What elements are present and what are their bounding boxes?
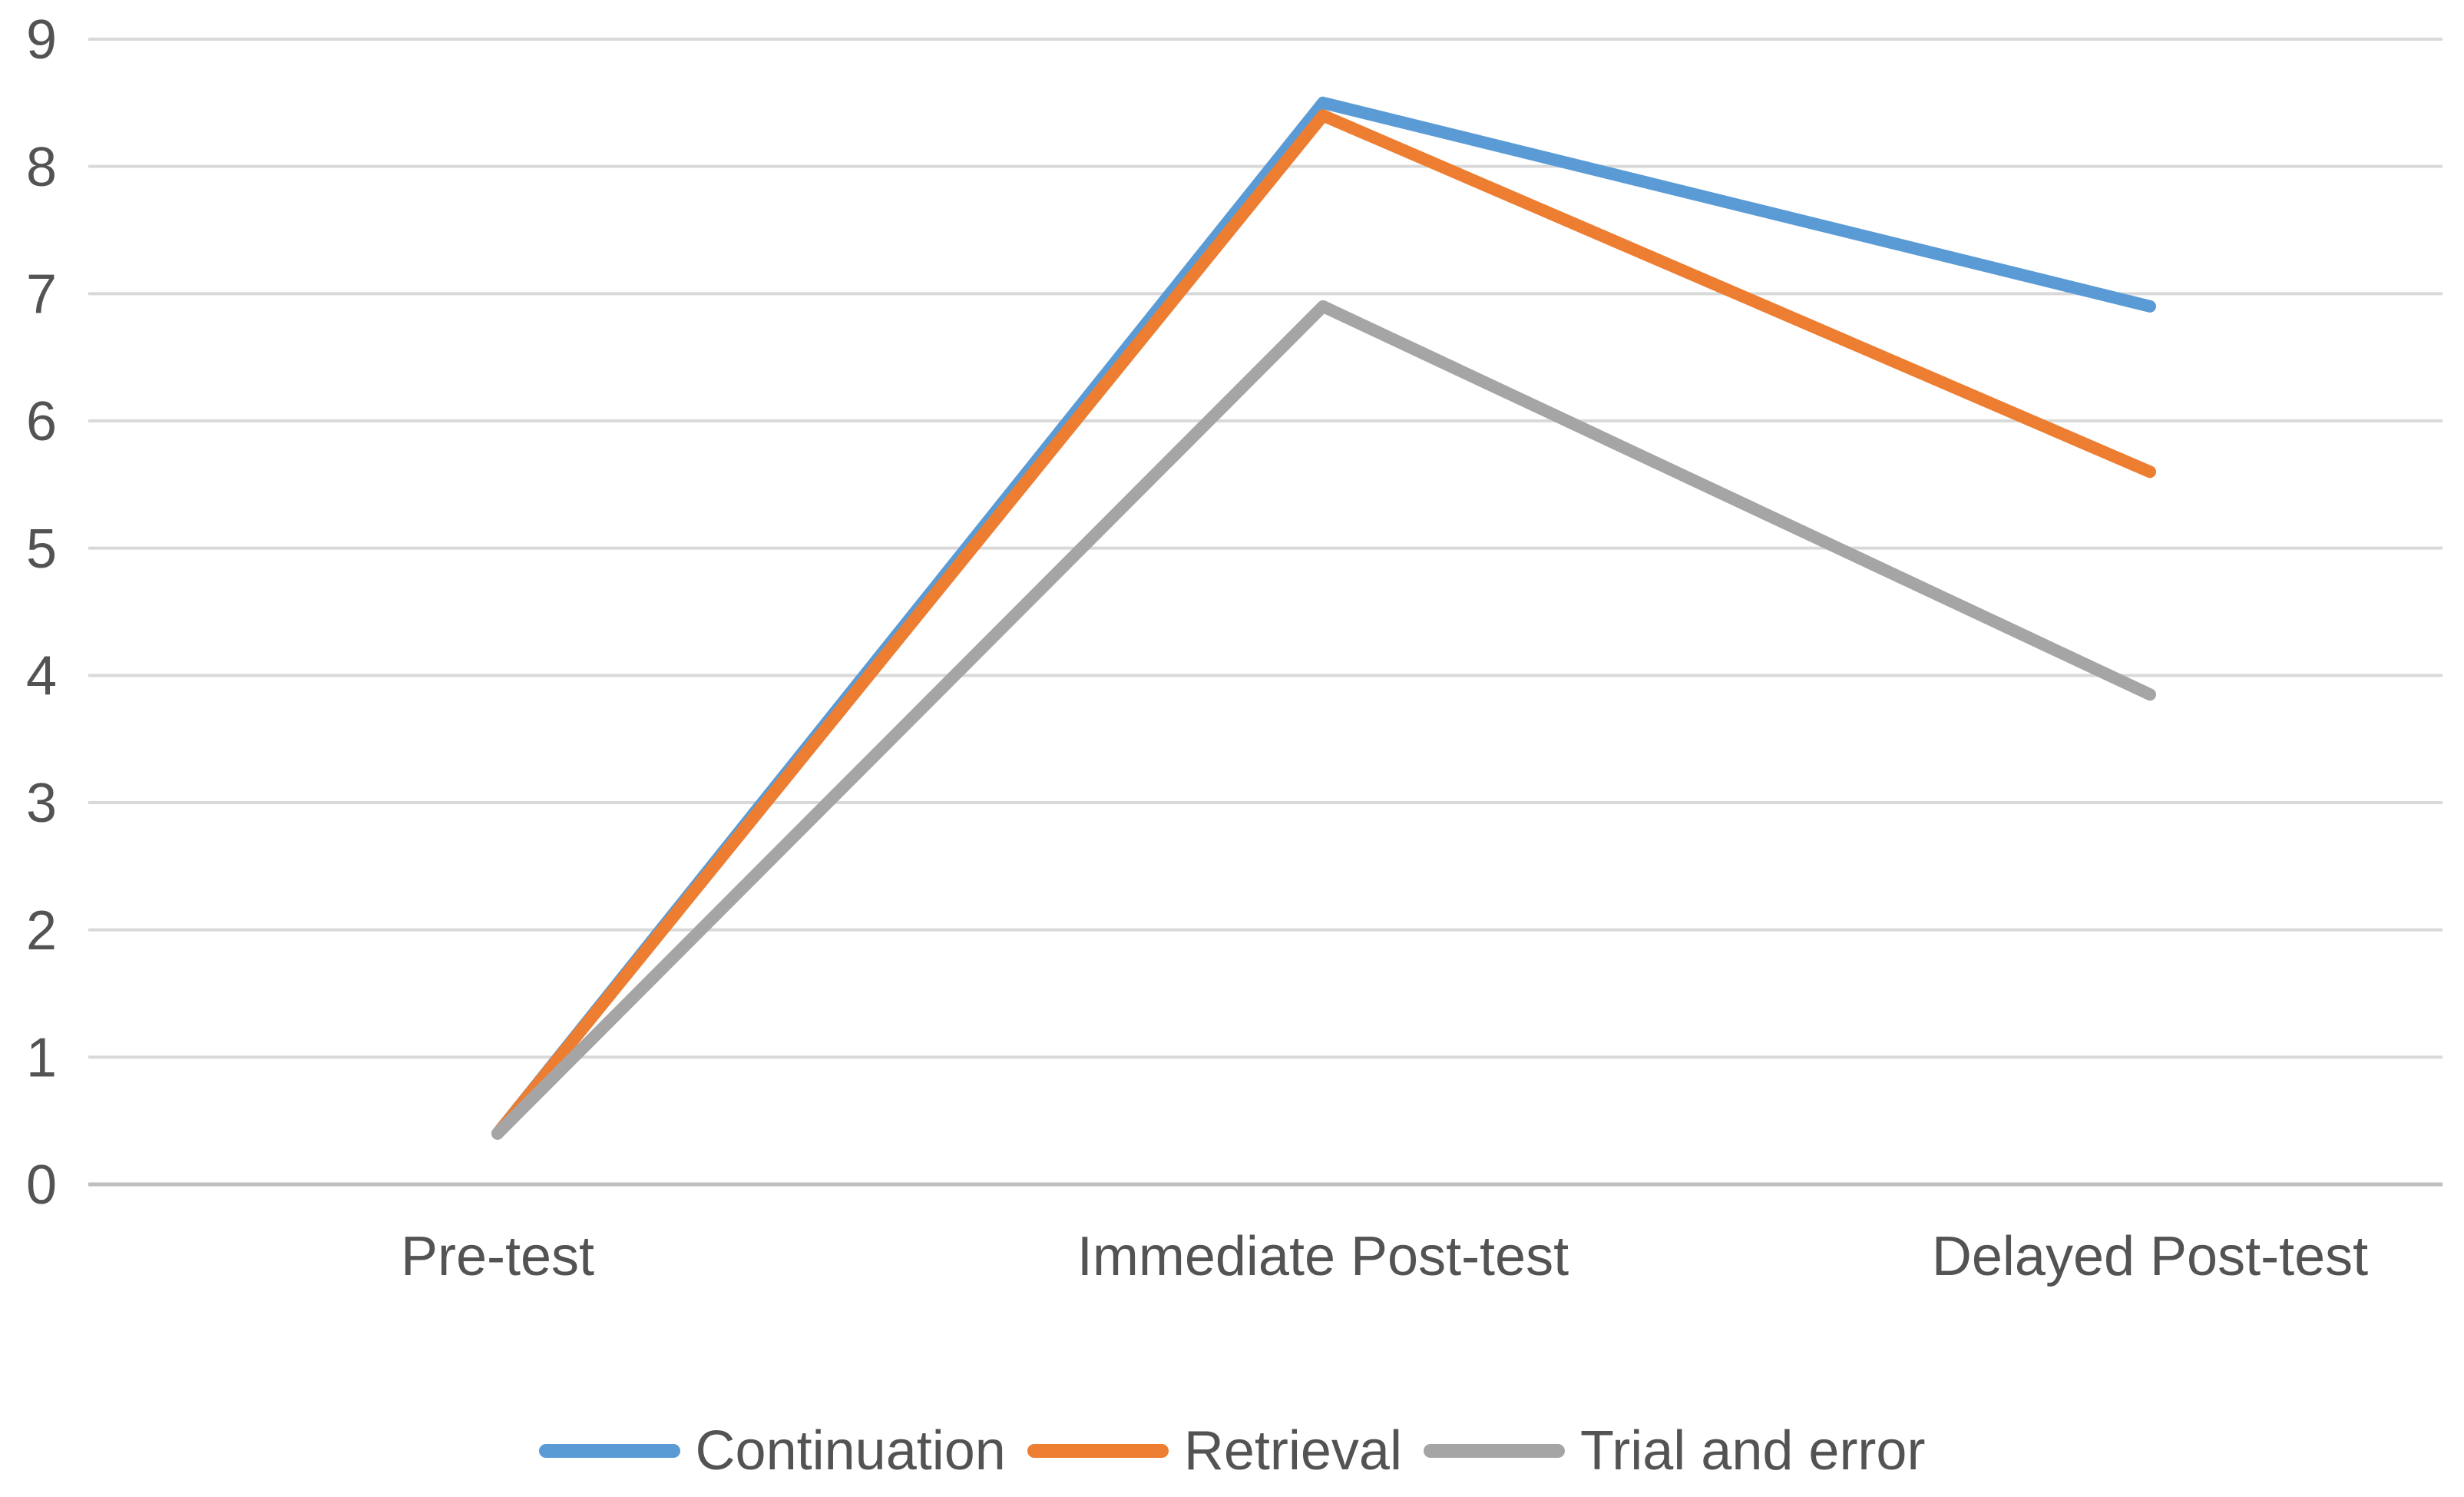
legend-item-trial-and-error: Trial and error [1423, 1419, 1926, 1482]
y-axis-tick-label: 2 [26, 900, 57, 962]
y-axis-tick-label: 9 [26, 9, 57, 71]
legend-label-retrieval: Retrieval [1183, 1420, 1402, 1482]
y-axis-tick-label: 4 [26, 646, 57, 707]
legend-swatch-trial-and-error [1423, 1444, 1565, 1458]
y-axis-tick-label: 1 [26, 1028, 57, 1089]
y-axis-tick-label: 6 [26, 391, 57, 452]
legend-swatch-retrieval [1027, 1444, 1169, 1458]
x-axis-category-label: Pre-test [401, 1226, 594, 1287]
x-axis-category-label: Delayed Post-test [1932, 1226, 2368, 1287]
x-axis-category-label: Immediate Post-test [1077, 1226, 1569, 1287]
y-axis-tick-label: 0 [26, 1154, 57, 1216]
legend-label-continuation: Continuation [695, 1420, 1006, 1482]
series-line-continuation [491, 96, 2156, 1140]
series-line-trial-and-error [491, 300, 2156, 1140]
legend-item-continuation: Continuation [538, 1419, 1006, 1482]
legend-item-retrieval: Retrieval [1027, 1419, 1402, 1482]
chart-legend: Continuation Retrieval Trial and error [0, 1419, 2464, 1482]
y-axis-tick-label: 5 [26, 518, 57, 580]
series-line-retrieval [491, 109, 2156, 1140]
y-axis-tick-label: 8 [26, 137, 57, 198]
y-axis-tick-label: 3 [26, 773, 57, 834]
legend-label-trial-and-error: Trial and error [1579, 1420, 1926, 1482]
legend-swatch-continuation [538, 1444, 680, 1458]
y-axis-tick-label: 7 [26, 264, 57, 326]
